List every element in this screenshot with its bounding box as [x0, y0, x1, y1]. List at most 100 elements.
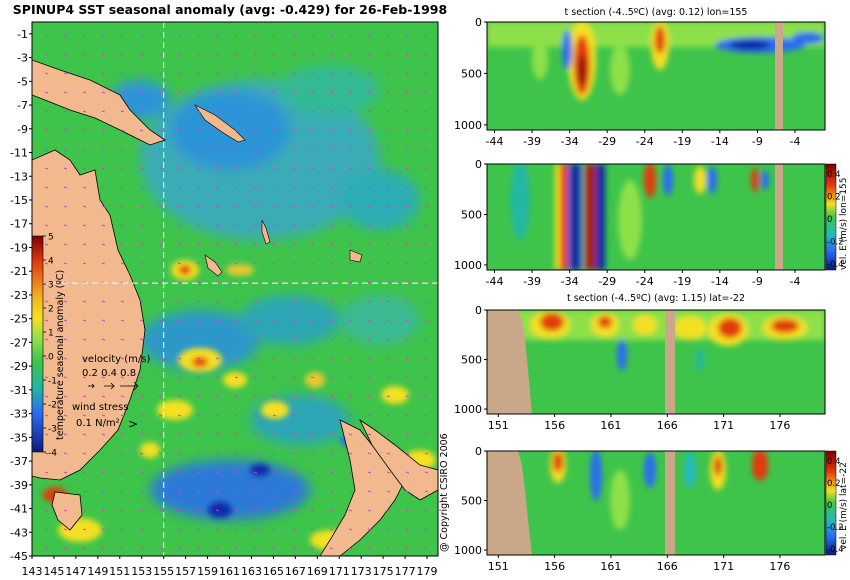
velocity-vector: [101, 110, 106, 113]
velocity-vector: [196, 547, 201, 550]
velocity-vector: [139, 34, 144, 37]
velocity-vector: [101, 243, 106, 246]
colorbar-tick-label: 2: [48, 305, 54, 315]
velocity-vector: [177, 376, 182, 379]
velocity-vector: [329, 376, 334, 379]
velocity-vector: [101, 72, 106, 75]
section-x-tick-label: -14: [711, 275, 729, 288]
velocity-vector: [291, 395, 296, 398]
velocity-vector: [196, 509, 201, 512]
section-y-tick-label: 1000: [454, 544, 482, 557]
velocity-vector: [158, 433, 163, 436]
velocity-vector: [367, 72, 372, 75]
velocity-vector: [63, 129, 68, 132]
velocity-vector: [405, 452, 410, 455]
velocity-vector: [44, 395, 49, 398]
velocity-vector: [367, 433, 372, 436]
velocity-vector: [196, 34, 201, 37]
velocity-vector: [177, 433, 182, 436]
velocity-vector: [405, 509, 410, 512]
velocity-vector: [291, 357, 296, 360]
map-x-tick-label: 171: [329, 565, 350, 578]
velocity-vector: [310, 53, 315, 56]
velocity-vector: [367, 509, 372, 512]
vel-colorbar-tick-label: 0: [827, 215, 832, 225]
velocity-vector: [253, 205, 258, 208]
velocity-vector: [424, 452, 429, 455]
velocity-vector: [177, 490, 182, 493]
section-x-tick-label: -34: [561, 275, 579, 288]
section-y-tick-label: 0: [475, 16, 482, 29]
velocity-vector: [120, 224, 125, 227]
velocity-vector: [424, 186, 429, 189]
velocity-legend-label: velocity (m/s): [82, 354, 150, 365]
velocity-vector: [139, 205, 144, 208]
velocity-vector: [196, 300, 201, 303]
velocity-vector: [291, 148, 296, 151]
velocity-vector: [196, 205, 201, 208]
velocity-vector: [44, 433, 49, 436]
velocity-vector: [329, 167, 334, 170]
velocity-vector: [44, 243, 49, 246]
velocity-vector: [310, 395, 315, 398]
velocity-vector: [215, 319, 220, 322]
velocity-vector: [386, 91, 391, 94]
velocity-vector: [272, 414, 277, 417]
velocity-vector: [291, 72, 296, 75]
velocity-vector: [367, 110, 372, 113]
velocity-vector: [253, 186, 258, 189]
velocity-vector: [310, 205, 315, 208]
velocity-vector: [215, 110, 220, 113]
velocity-vector: [234, 471, 239, 474]
velocity-vector: [348, 395, 353, 398]
velocity-vector: [158, 205, 163, 208]
velocity-vector: [291, 224, 296, 227]
velocity-vector: [424, 319, 429, 322]
velocity-vector: [348, 433, 353, 436]
velocity-vector: [139, 509, 144, 512]
map-y-tick-label: -33: [10, 408, 28, 421]
velocity-vector: [177, 471, 182, 474]
velocity-vector: [196, 376, 201, 379]
velocity-vector: [386, 53, 391, 56]
velocity-vector: [367, 167, 372, 170]
velocity-vector: [386, 452, 391, 455]
velocity-vector: [101, 224, 106, 227]
velocity-vector: [405, 300, 410, 303]
velocity-vector: [196, 319, 201, 322]
velocity-vector: [215, 281, 220, 284]
colorbar-tick-label: 0: [48, 353, 54, 363]
velocity-vector: [272, 224, 277, 227]
velocity-vector: [329, 471, 334, 474]
velocity-vector: [139, 262, 144, 265]
velocity-vector: [101, 53, 106, 56]
velocity-vector: [82, 547, 87, 550]
velocity-vector: [253, 338, 258, 341]
velocity-vector: [158, 338, 163, 341]
velocity-vector: [101, 528, 106, 531]
velocity-vector: [120, 205, 125, 208]
velocity-vector: [101, 319, 106, 322]
map-x-tick-label: 149: [87, 565, 108, 578]
wind-legend-value: 0.1 N/m²: [76, 418, 120, 429]
velocity-vector: [310, 433, 315, 436]
map-y-tick-label: -31: [10, 384, 28, 397]
velocity-vector: [44, 471, 49, 474]
velocity-vector: [139, 547, 144, 550]
velocity-vector: [177, 357, 182, 360]
velocity-vector: [139, 528, 144, 531]
velocity-vector: [405, 490, 410, 493]
velocity-vector: [424, 72, 429, 75]
velocity-vector: [196, 148, 201, 151]
velocity-vector: [329, 452, 334, 455]
velocity-vector: [177, 300, 182, 303]
velocity-vector: [82, 205, 87, 208]
vel-colorbar-lon: 0.4 0.2 0 -0.2 -0.4 vel. E (m/s) lon=155: [825, 163, 849, 271]
velocity-vector: [196, 528, 201, 531]
velocity-vector: [196, 452, 201, 455]
velocity-vector: [405, 148, 410, 151]
velocity-vector: [120, 91, 125, 94]
velocity-vector: [139, 319, 144, 322]
velocity-vector: [310, 34, 315, 37]
